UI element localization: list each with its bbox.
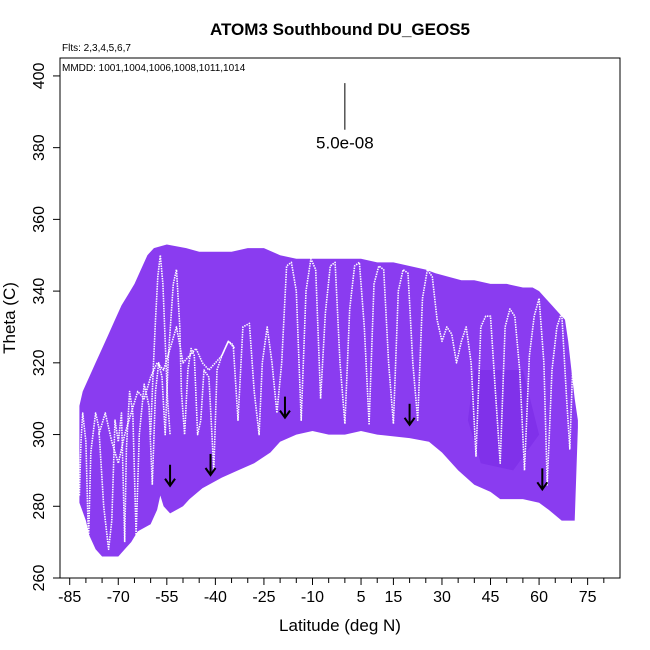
scale-label: 5.0e-08 bbox=[316, 134, 374, 153]
y-tick-label: 400 bbox=[31, 62, 48, 89]
flight-track-1 bbox=[78, 258, 581, 551]
arrow-head bbox=[403, 417, 416, 427]
arrow-marker-5 bbox=[536, 468, 549, 492]
y-axis-label: Theta (C) bbox=[0, 282, 19, 354]
x-tick-label: -40 bbox=[204, 589, 227, 606]
x-tick-label: -25 bbox=[252, 589, 275, 606]
y-tick-label: 300 bbox=[31, 421, 48, 448]
y-tick-label: 340 bbox=[31, 278, 48, 305]
chart-title: ATOM3 Southbound DU_GEOS5 bbox=[210, 20, 470, 39]
x-tick-label: 15 bbox=[385, 589, 403, 606]
x-axis: -85 -70 -55 -40 -25 -10 5 15 30 45 60 75 bbox=[58, 578, 605, 606]
x-axis-label: Latitude (deg N) bbox=[279, 616, 401, 635]
x-tick-label: 5 bbox=[357, 589, 366, 606]
arrow-marker-4 bbox=[403, 403, 416, 427]
x-tick-label: 75 bbox=[579, 589, 597, 606]
field-area bbox=[79, 244, 578, 557]
flight-track-2 bbox=[98, 326, 236, 464]
plot-frame bbox=[59, 57, 621, 579]
flights-label: Flts: 2,3,4,5,6,7 bbox=[62, 43, 131, 54]
x-tick-label: 45 bbox=[482, 589, 500, 606]
x-tick-label: -55 bbox=[155, 589, 178, 606]
y-tick-label: 360 bbox=[31, 206, 48, 233]
arrow-marker-2 bbox=[204, 454, 217, 477]
arrow-head bbox=[204, 467, 217, 477]
arrow-head bbox=[536, 481, 549, 492]
arrow-head bbox=[279, 410, 291, 420]
x-tick-label: -85 bbox=[58, 589, 81, 606]
x-tick-label: 30 bbox=[433, 589, 451, 606]
flight-track-3 bbox=[149, 254, 171, 435]
x-tick-label: 60 bbox=[530, 589, 548, 606]
arrow-markers bbox=[164, 396, 549, 492]
arrow-marker-3 bbox=[279, 396, 291, 420]
arrow-head bbox=[164, 478, 176, 488]
x-tick-label: -70 bbox=[107, 589, 130, 606]
y-axis: 260 280 300 320 340 360 380 400 bbox=[31, 62, 60, 591]
y-tick-label: 380 bbox=[31, 134, 48, 161]
dates-label: MMDD: 1001,1004,1006,1008,1011,1014 bbox=[62, 63, 246, 74]
y-tick-label: 260 bbox=[31, 565, 48, 592]
arrow-marker-1 bbox=[164, 464, 176, 488]
y-tick-label: 280 bbox=[31, 493, 48, 520]
x-tick-label: -10 bbox=[301, 589, 324, 606]
scale-legend: 5.0e-08 bbox=[316, 83, 374, 153]
flight-tracks bbox=[78, 254, 581, 551]
y-tick-label: 320 bbox=[31, 349, 48, 376]
